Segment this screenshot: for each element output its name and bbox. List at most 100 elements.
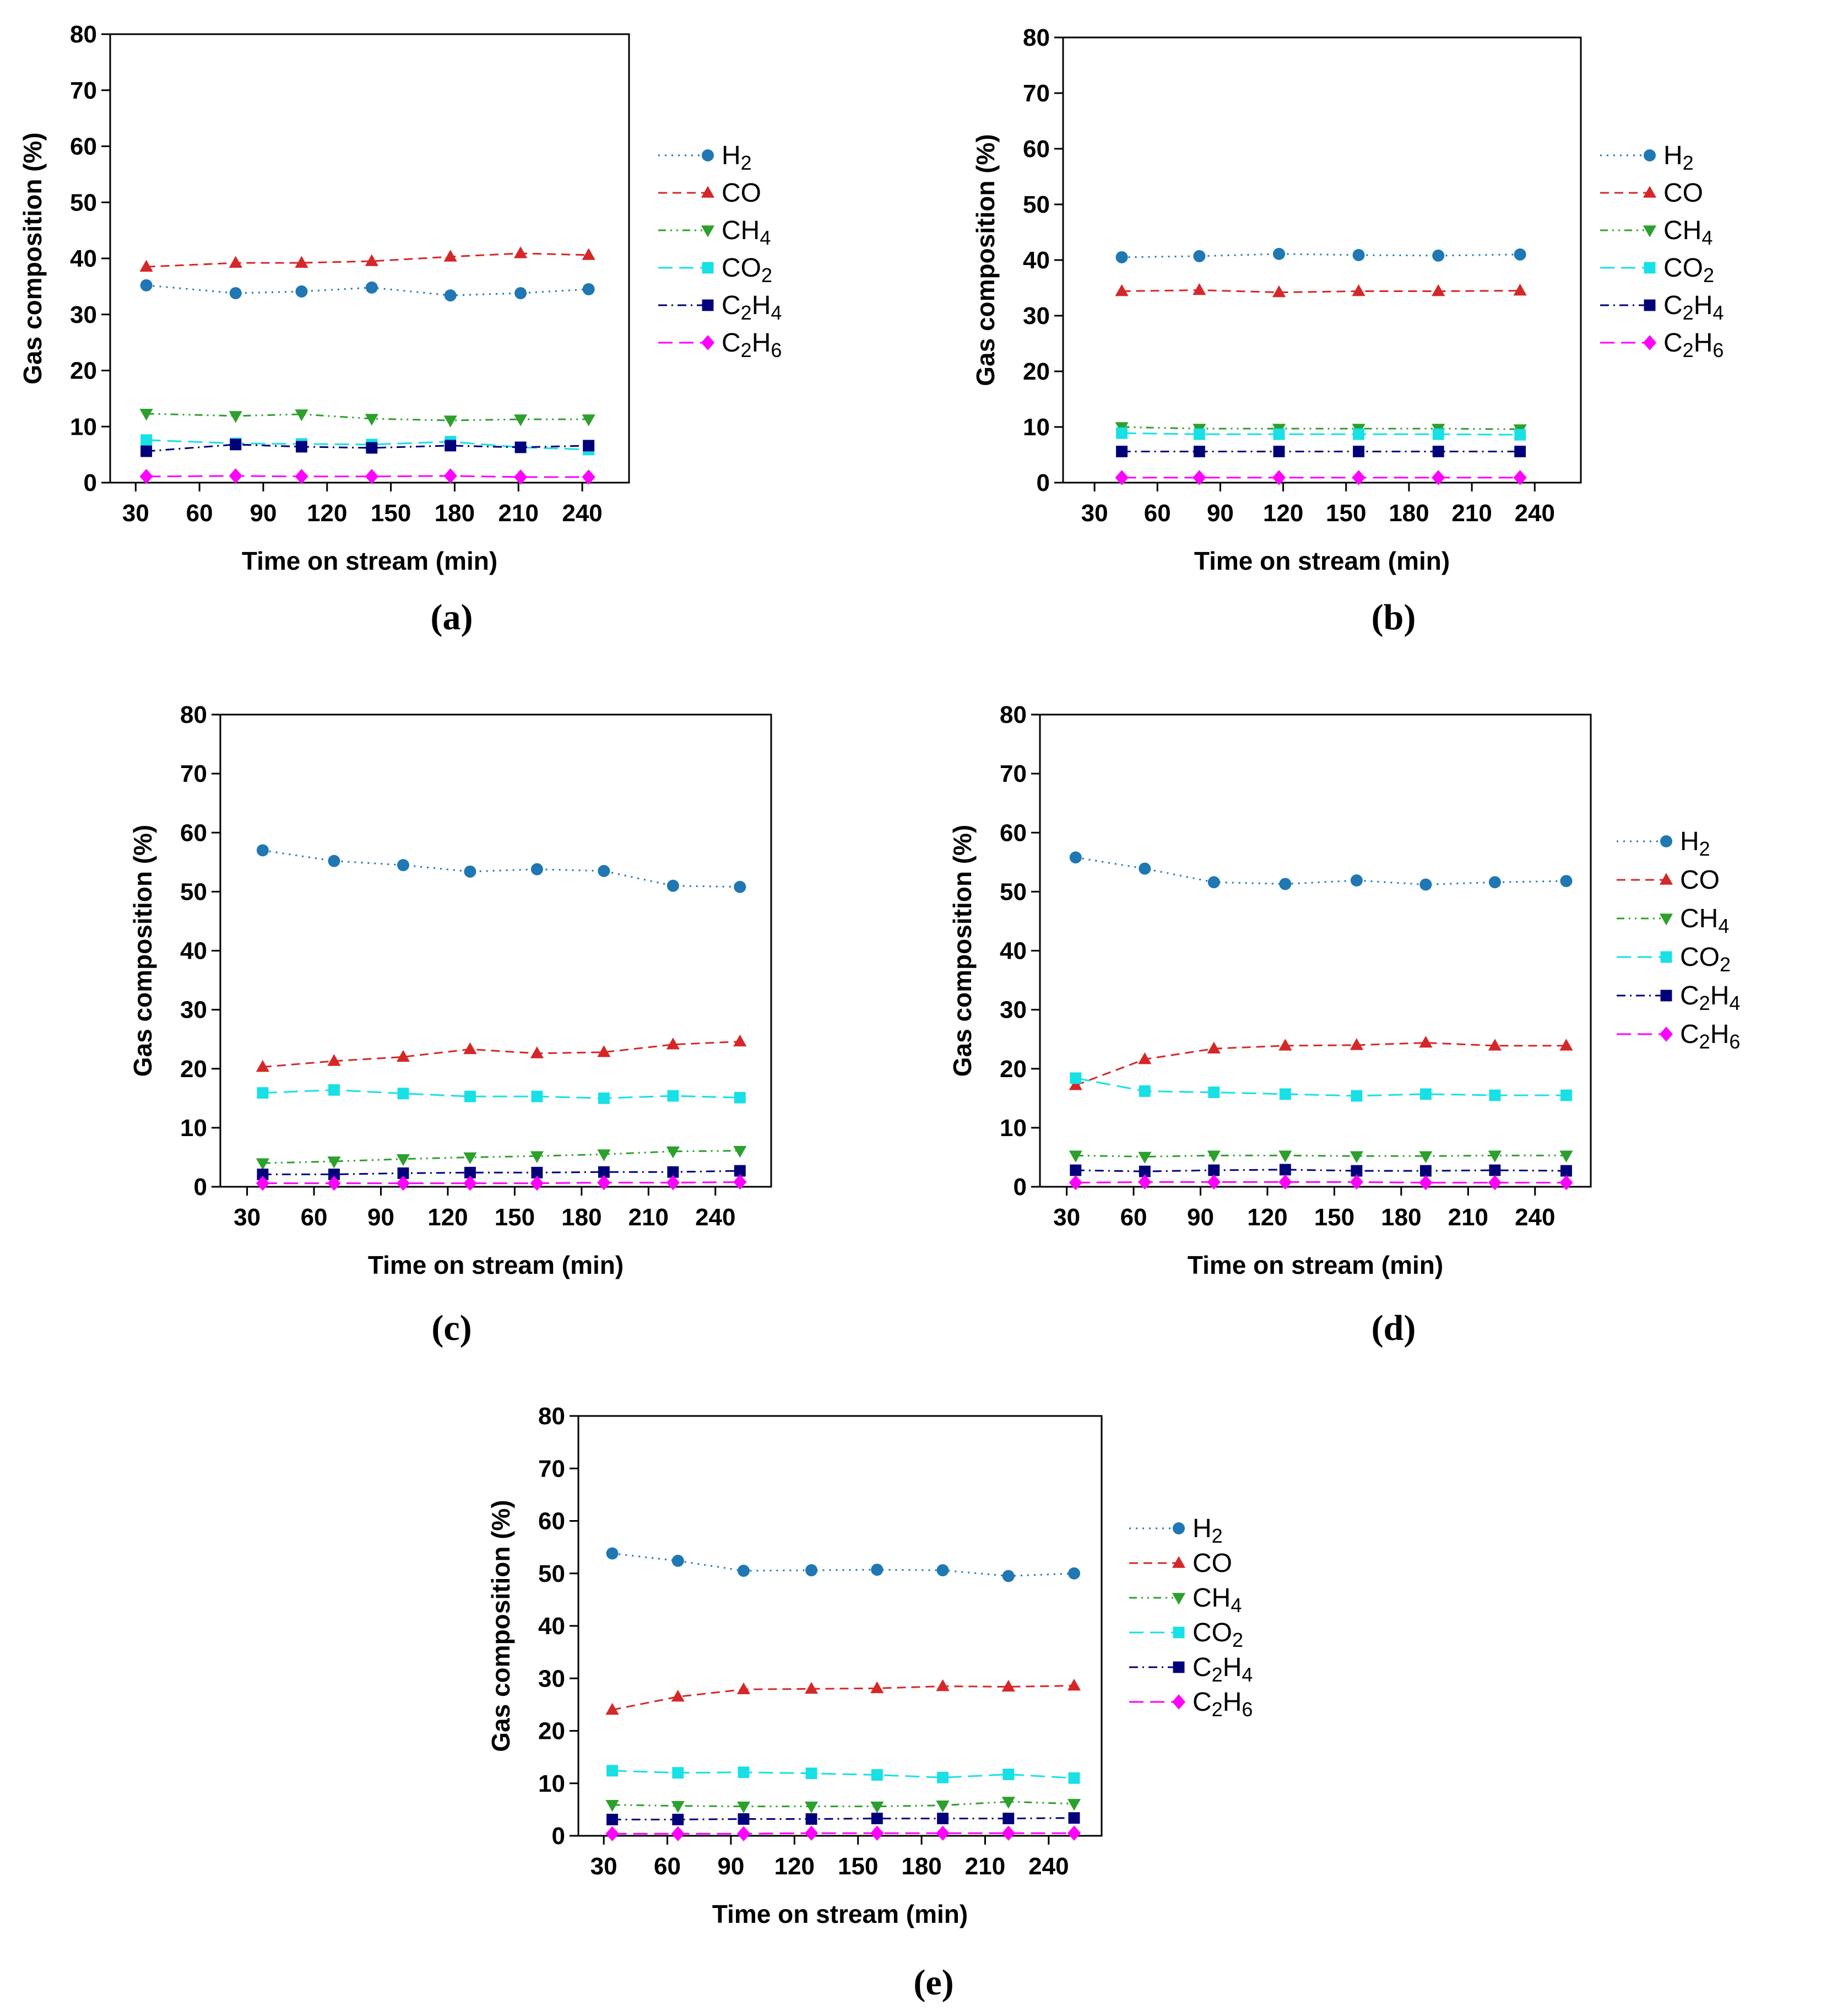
data-point-h2 [1432, 249, 1445, 262]
y-tick-label: 60 [538, 1508, 565, 1535]
data-point-h2 [805, 1564, 818, 1577]
y-tick-label: 30 [180, 997, 207, 1024]
data-point-h2 [1279, 878, 1292, 890]
series-line-co2 [612, 1770, 1075, 1779]
series-h2 [606, 1547, 1080, 1582]
data-point-ch4 [139, 409, 153, 421]
panel-label: (d) [1372, 1308, 1416, 1348]
y-tick-label: 50 [1023, 191, 1050, 218]
x-tick-label: 180 [901, 1853, 941, 1880]
data-point-co2 [397, 1088, 409, 1100]
data-point-c2h4 [667, 1166, 679, 1178]
data-point-c2h6 [671, 1826, 685, 1841]
data-point-c2h6 [1115, 470, 1129, 485]
data-point-co [1207, 1041, 1221, 1054]
data-point-ch4 [1278, 1150, 1292, 1163]
data-point-h2 [1207, 876, 1220, 889]
data-point-ch4 [463, 1152, 477, 1165]
data-point-co [666, 1037, 680, 1050]
series-c2h4 [606, 1812, 1080, 1825]
data-point-co2 [1489, 1089, 1501, 1101]
y-tick-label: 60 [180, 819, 207, 846]
series-ch4 [139, 409, 595, 428]
x-tick-label: 30 [590, 1853, 617, 1880]
data-point-co [671, 1689, 685, 1702]
legend-label-h2: H2 [1663, 141, 1694, 174]
data-point-c2h6 [733, 1174, 747, 1190]
y-tick-label: 20 [1000, 1056, 1027, 1083]
y-tick-label: 30 [538, 1665, 565, 1692]
y-tick-label: 10 [180, 1115, 207, 1142]
data-point-co2 [1139, 1085, 1151, 1097]
data-point-co2 [805, 1767, 817, 1780]
y-tick-label: 50 [538, 1560, 565, 1587]
y-tick-label: 60 [1023, 136, 1050, 163]
x-tick-label: 150 [1314, 1204, 1354, 1231]
data-point-co2 [1419, 1088, 1432, 1100]
data-point-c2h6 [1069, 1175, 1082, 1191]
data-point-c2h4 [328, 1169, 340, 1180]
legend-marker-c2h4 [702, 299, 714, 311]
x-tick-label: 150 [495, 1204, 535, 1231]
data-point-c2h6 [1350, 1174, 1363, 1190]
legend-label-c2h6: C2H6 [1193, 1688, 1253, 1721]
legend-label-co2: CO2 [1680, 943, 1731, 976]
data-point-h2 [365, 281, 378, 294]
y-tick-label: 10 [538, 1770, 565, 1797]
data-point-c2h4 [1070, 1164, 1082, 1176]
series-line-co2 [1121, 432, 1520, 436]
x-tick-label: 180 [561, 1204, 601, 1231]
data-point-co [733, 1034, 747, 1047]
data-point-c2h4 [1116, 445, 1128, 457]
data-point-h2 [328, 855, 340, 867]
data-point-co2 [257, 1087, 269, 1099]
data-point-co2 [734, 1091, 746, 1104]
data-point-ch4 [1559, 1150, 1573, 1163]
series-line-ch4 [1075, 1154, 1567, 1158]
series-ch4 [605, 1797, 1081, 1814]
data-point-co2 [531, 1090, 543, 1102]
y-tick-label: 70 [180, 760, 207, 787]
data-point-co [1067, 1678, 1081, 1691]
data-point-co2 [1351, 1090, 1363, 1102]
series-line-c2h6 [612, 1832, 1074, 1835]
y-tick-label: 0 [84, 469, 97, 496]
data-point-co2 [328, 1084, 340, 1096]
series-line-ch4 [1121, 426, 1520, 430]
panel-label: (c) [431, 1308, 472, 1348]
data-point-co [1069, 1078, 1082, 1090]
legend-label-co: CO [1193, 1549, 1232, 1578]
data-point-c2h6 [1559, 1175, 1573, 1191]
series-h2 [1069, 851, 1573, 891]
y-tick-label: 30 [70, 301, 97, 328]
data-point-co [1559, 1039, 1573, 1051]
series-line-ch4 [612, 1801, 1075, 1808]
data-point-co2 [937, 1771, 949, 1783]
series-co [1115, 283, 1527, 298]
data-point-c2h4 [1560, 1165, 1572, 1177]
series-co [605, 1678, 1081, 1715]
data-point-co [256, 1059, 270, 1072]
data-point-ch4 [530, 1151, 544, 1163]
legend-label-ch4: CH4 [722, 216, 771, 249]
data-point-c2h6 [605, 1826, 619, 1841]
data-point-c2h4 [606, 1814, 618, 1825]
data-point-h2 [1350, 874, 1363, 887]
data-point-c2h6 [804, 1825, 819, 1841]
data-point-c2h6 [139, 469, 153, 484]
data-point-c2h4 [1273, 445, 1285, 457]
series-c2h6 [1115, 470, 1527, 485]
data-point-h2 [229, 287, 242, 300]
data-point-c2h6 [327, 1175, 341, 1191]
data-point-ch4 [1067, 1799, 1081, 1811]
series-co2 [1116, 427, 1526, 441]
data-point-ch4 [443, 415, 457, 428]
y-tick-label: 80 [180, 701, 207, 728]
y-axis-title: Gas composition (%) [128, 825, 157, 1077]
data-point-c2h4 [1193, 445, 1205, 457]
y-tick-label: 0 [194, 1174, 207, 1201]
x-tick-label: 30 [234, 1204, 261, 1231]
data-point-c2h6 [1193, 470, 1206, 485]
data-point-h2 [1193, 250, 1206, 262]
